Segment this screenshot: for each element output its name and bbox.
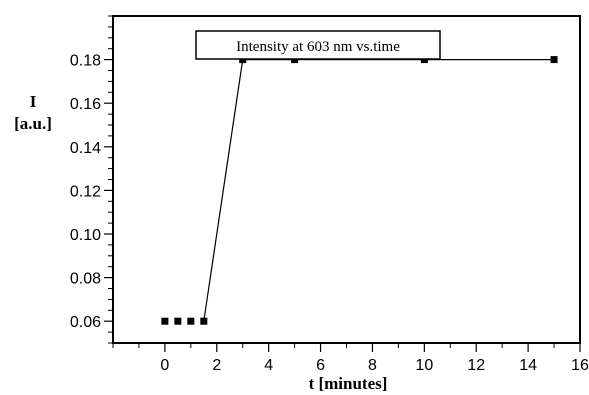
x-tick-label: 8 <box>368 357 377 374</box>
axis-ticks <box>104 15 581 352</box>
axis-tick-labels: 0 2 4 6 8 10 12 14 16 0.06 0.08 0.10 0.12 0.14 0.16 0.1… <box>70 53 589 374</box>
x-tick-label: 10 <box>415 357 433 374</box>
x-tick-label: 6 <box>316 357 325 374</box>
y-tick-label: 0.16 <box>70 96 101 113</box>
y-tick-label: 0.08 <box>70 271 101 288</box>
x-tick-label: 0 <box>160 357 169 374</box>
plot-frame <box>112 15 581 344</box>
legend-box <box>195 30 441 60</box>
legend-label: Intensity at 603 nm vs.time <box>236 39 400 55</box>
data-point <box>174 317 182 325</box>
x-axis-title: t [minutes] <box>309 374 388 393</box>
data-point <box>187 317 195 325</box>
x-tick-label: 4 <box>264 357 273 374</box>
series-lines <box>203 58 555 322</box>
legend: Intensity at 603 nm vs.time <box>195 30 441 60</box>
data-point <box>550 56 558 64</box>
data-point <box>200 317 208 325</box>
x-tick-label: 14 <box>519 357 537 374</box>
y-tick-label: 0.10 <box>70 227 101 244</box>
y-axis-symbol: I <box>30 92 37 111</box>
data-point <box>161 317 169 325</box>
y-tick-label: 0.12 <box>70 183 101 200</box>
y-tick-label: 0.06 <box>70 314 101 331</box>
y-tick-label: 0.14 <box>70 140 101 157</box>
x-tick-label: 12 <box>467 357 485 374</box>
x-tick-label: 2 <box>212 357 221 374</box>
series-points <box>161 56 558 325</box>
y-axis-unit: [a.u.] <box>14 114 52 133</box>
series-line-segment <box>203 59 244 322</box>
x-tick-label: 16 <box>571 357 589 374</box>
y-tick-label: 0.18 <box>70 53 101 70</box>
